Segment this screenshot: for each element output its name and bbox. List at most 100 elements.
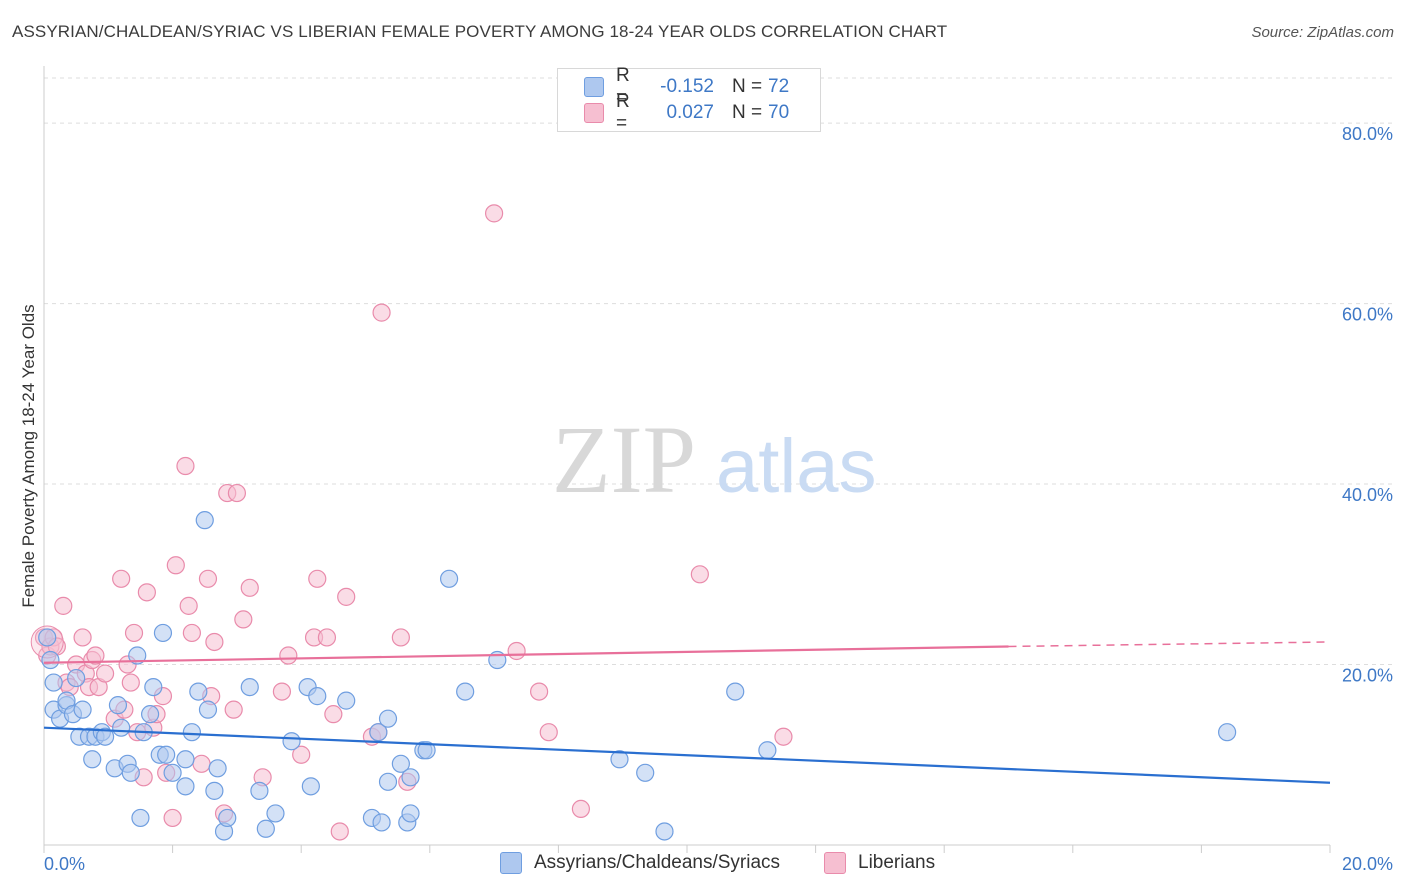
data-point-assyrians (266, 804, 285, 823)
data-point-assyrians (112, 718, 131, 737)
data-point-assyrians (758, 741, 777, 760)
data-point-assyrians (655, 822, 674, 841)
data-point-assyrians (176, 777, 195, 796)
data-point-assyrians (140, 705, 160, 724)
data-point-assyrians (73, 700, 92, 719)
data-point-assyrians (38, 628, 57, 647)
trend-line-liberians (43, 645, 1009, 664)
legend-row-pink: R = 0.027 N = 70 (584, 91, 789, 134)
data-point-liberians (182, 623, 201, 643)
data-point-assyrians (176, 750, 195, 769)
data-point-assyrians (131, 808, 150, 828)
data-point-liberians (507, 641, 526, 661)
legend-item-liberians[interactable]: Liberians (824, 852, 935, 874)
data-point-liberians (192, 754, 211, 773)
data-point-assyrians (108, 696, 128, 715)
legend-r-value: -0.152 (660, 76, 714, 97)
data-point-assyrians (636, 763, 655, 782)
chart-title: ASSYRIAN/CHALDEAN/SYRIAC VS LIBERIAN FEM… (12, 22, 948, 41)
data-point-assyrians (198, 700, 218, 719)
y-tick-label: 40.0% (1342, 485, 1393, 505)
trend-lines (43, 641, 1331, 784)
data-point-liberians (124, 623, 144, 643)
legend-item-assyrians[interactable]: Assyrians/Chaldeans/Syriacs (500, 852, 780, 874)
legend-swatch-blue (500, 852, 522, 874)
data-point-liberians (224, 700, 243, 719)
data-point-assyrians (439, 569, 459, 588)
trend-line-assyrians (43, 726, 1331, 784)
data-point-assyrians (67, 668, 86, 688)
data-point-assyrians (256, 819, 275, 838)
data-point-assyrians (153, 623, 173, 643)
data-point-liberians (166, 556, 185, 575)
legend-row-blue: R = -0.152 N = 72 (584, 65, 789, 108)
legend-r-value: 0.027 (666, 102, 714, 123)
series-legend: Assyrians/Chaldeans/Syriacs Liberians (0, 852, 1406, 878)
data-point-assyrians (83, 750, 102, 769)
data-point-liberians (54, 596, 73, 615)
data-point-liberians (272, 682, 292, 701)
data-point-assyrians (182, 723, 201, 742)
data-point-assyrians (189, 682, 208, 701)
data-point-assyrians (378, 709, 398, 728)
y-tick-label: 20.0% (1342, 666, 1393, 686)
tick-labels: 20.0% 40.0% 60.0% 80.0% 0.0% 20.0% (44, 124, 1393, 874)
data-point-assyrians (391, 754, 410, 773)
series-assyrians (38, 511, 1237, 841)
data-point-assyrians (417, 741, 436, 760)
data-point-liberians (95, 664, 115, 683)
data-point-assyrians (208, 759, 227, 778)
data-point-liberians (485, 204, 504, 223)
data-point-assyrians (163, 763, 182, 782)
trend-line-liberians-extension (1008, 641, 1331, 648)
legend-swatch-pink (584, 103, 604, 123)
data-point-liberians (308, 569, 327, 588)
data-point-liberians (73, 628, 92, 647)
y-tick-label: 80.0% (1342, 124, 1393, 144)
y-axis-title: Female Poverty Among 18-24 Year Olds (19, 304, 38, 607)
data-point-assyrians (369, 723, 388, 742)
legend-label-liberians: Liberians (858, 852, 936, 873)
legend-r-label: R = (616, 91, 630, 134)
data-point-assyrians (205, 781, 224, 800)
data-point-assyrians (308, 687, 327, 706)
data-point-liberians (330, 822, 349, 841)
data-point-assyrians (401, 768, 420, 787)
data-point-liberians (774, 727, 793, 746)
data-point-liberians (530, 682, 549, 701)
data-point-liberians (372, 303, 391, 322)
data-point-liberians (163, 808, 182, 828)
data-point-liberians (317, 628, 337, 647)
data-point-liberians (324, 705, 343, 724)
legend-swatch-pink (824, 852, 846, 874)
data-point-liberians (121, 673, 140, 692)
data-point-assyrians (610, 750, 629, 769)
data-point-liberians (391, 628, 410, 647)
legend-swatch-blue (584, 77, 604, 97)
data-point-liberians (279, 646, 298, 665)
watermark-atlas: atlas (716, 424, 877, 509)
data-point-liberians (227, 483, 246, 503)
correlation-legend: R = -0.152 N = 72 R = 0.027 N = 70 (557, 65, 821, 134)
data-point-assyrians (195, 511, 214, 530)
data-point-assyrians (128, 646, 147, 665)
data-point-liberians (337, 587, 356, 606)
data-point-liberians (179, 596, 198, 615)
grid-lines (44, 77, 1392, 666)
legend-label-assyrians: Assyrians/Chaldeans/Syriacs (534, 852, 781, 873)
data-point-assyrians (41, 650, 60, 670)
data-point-liberians (86, 646, 105, 665)
data-point-liberians (240, 578, 259, 597)
x-tick-label: 20.0% (1342, 854, 1393, 874)
data-point-liberians (176, 456, 195, 476)
data-point-assyrians (282, 732, 301, 751)
source-label: Source: ZipAtlas.com (1251, 24, 1394, 41)
data-point-assyrians (157, 745, 176, 764)
axes (43, 66, 1331, 853)
data-point-assyrians (95, 727, 115, 746)
data-point-liberians (137, 583, 156, 602)
data-point-assyrians (372, 813, 391, 832)
data-point-assyrians (218, 808, 237, 828)
x-tick-label: 0.0% (44, 854, 85, 874)
